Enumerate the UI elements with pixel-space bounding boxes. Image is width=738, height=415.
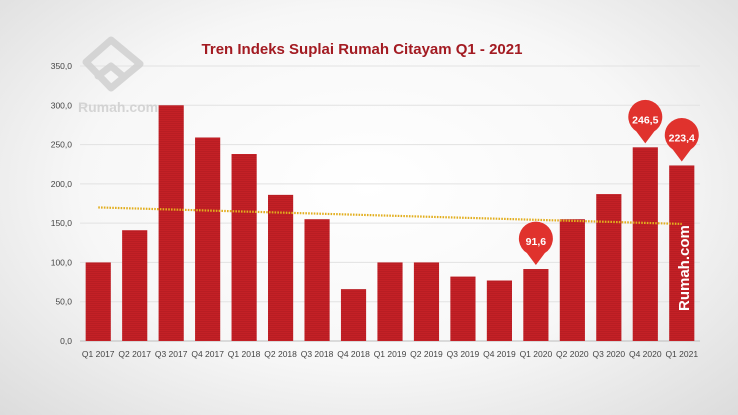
- x-tick-label: Q1 2019: [374, 349, 407, 359]
- callout-label: 91,6: [526, 236, 547, 248]
- y-tick-label: 50,0: [55, 297, 72, 307]
- bar: [231, 154, 257, 341]
- y-tick-label: 0,0: [60, 336, 72, 346]
- y-tick-label: 150,0: [51, 218, 73, 228]
- x-tick-label: Q2 2020: [556, 349, 589, 359]
- y-tick-label: 200,0: [51, 179, 73, 189]
- x-tick-label: Q3 2020: [593, 349, 626, 359]
- x-tick-label: Q1 2017: [82, 349, 115, 359]
- rumah-logo: Rumah.com: [78, 36, 158, 115]
- house-logo-icon: [82, 36, 144, 92]
- bar: [450, 276, 476, 341]
- trendline: [98, 206, 682, 226]
- x-tick-label: Q4 2020: [629, 349, 662, 359]
- y-tick-label: 350,0: [51, 61, 73, 71]
- y-tick-label: 250,0: [51, 140, 73, 150]
- x-tick-label: Q3 2019: [447, 349, 480, 359]
- bar: [523, 269, 549, 341]
- callouts: 91,6 246,5 223,4: [518, 99, 699, 266]
- trend-line: [98, 206, 682, 226]
- x-tick-label: Q2 2018: [264, 349, 297, 359]
- x-axis: Q1 2017 Q2 2017 Q3 2017 Q4 2017 Q1 2018 Q2 20…: [82, 349, 698, 359]
- bar: [596, 194, 622, 341]
- chart-title: Tren Indeks Suplai Rumah Citayam Q1 - 20…: [202, 41, 523, 58]
- logo-text: Rumah.com: [78, 99, 158, 115]
- callout-pin: [518, 221, 553, 266]
- value-callout: 223,4: [664, 118, 699, 162]
- bars: [85, 105, 695, 342]
- x-tick-label: Q4 2018: [337, 349, 370, 359]
- bar: [632, 147, 658, 341]
- x-tick-label: Q4 2017: [191, 349, 224, 359]
- bar: [85, 262, 111, 341]
- callout-pin: [628, 99, 663, 144]
- y-tick-label: 300,0: [51, 100, 73, 110]
- bar: [486, 280, 512, 341]
- value-callout: 91,6: [518, 221, 553, 266]
- bar: [340, 289, 367, 341]
- x-tick-label: Q2 2019: [410, 349, 443, 359]
- x-tick-label: Q4 2019: [483, 349, 516, 359]
- value-callout: 246,5: [628, 99, 663, 144]
- bar: [304, 219, 330, 341]
- x-tick-label: Q1 2018: [228, 349, 261, 359]
- bar: [122, 230, 148, 341]
- y-axis: 0,0 50,0 100,0 150,0 200,0 250,0 300,0 350,0: [51, 61, 73, 346]
- x-tick-label: Q1 2020: [520, 349, 553, 359]
- callout-pin: [664, 118, 699, 162]
- callout-label: 223,4: [669, 132, 695, 144]
- bar: [413, 262, 440, 341]
- bar: [158, 105, 184, 342]
- y-tick-label: 100,0: [51, 257, 73, 267]
- x-tick-label: Q1 2021: [665, 349, 698, 359]
- bar: [559, 219, 585, 341]
- x-tick-label: Q3 2017: [155, 349, 188, 359]
- side-watermark: Rumah.com: [676, 225, 693, 311]
- bar: [195, 137, 221, 341]
- bar: [669, 165, 695, 341]
- bar: [377, 262, 403, 341]
- x-tick-label: Q3 2018: [301, 349, 334, 359]
- bar: [268, 194, 294, 341]
- x-tick-label: Q2 2017: [118, 349, 151, 359]
- callout-label: 246,5: [632, 114, 658, 126]
